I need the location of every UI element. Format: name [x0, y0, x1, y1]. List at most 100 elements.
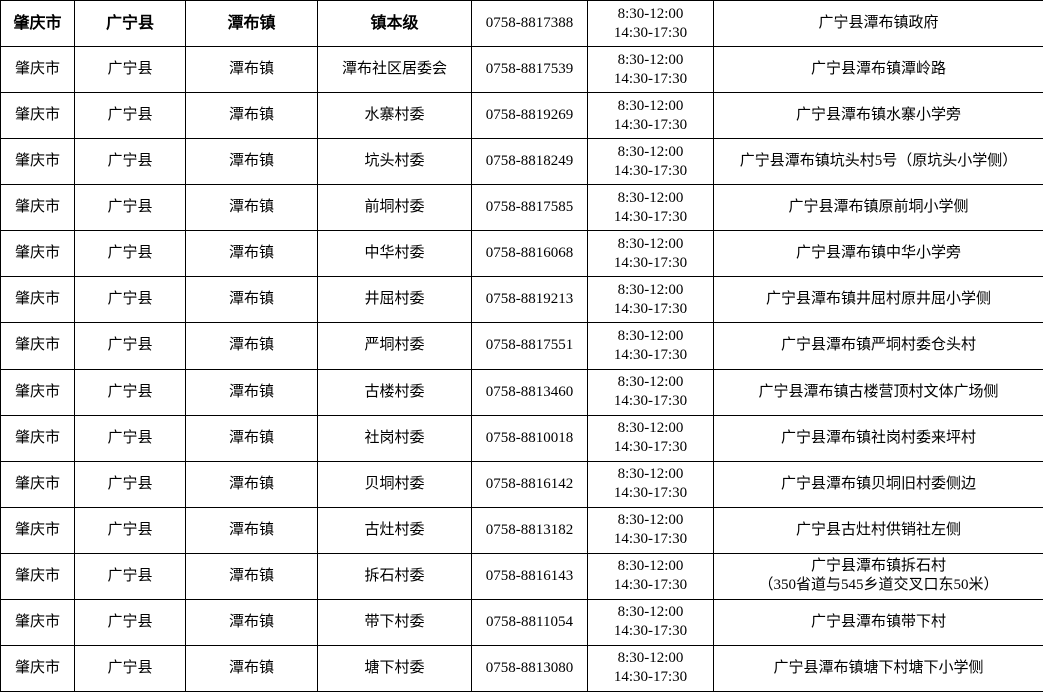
cell-city: 肇庆市: [0, 92, 75, 140]
cell-county: 广宁县: [74, 0, 186, 48]
table-row: 肇庆市 广宁县 潭布镇 塘下村委 0758-8813080 8:30-12:00…: [0, 644, 1043, 692]
cell-line: 潭布镇: [228, 475, 274, 492]
cell-site-name: 前垌村委: [317, 184, 472, 232]
cell-line: 广宁县古灶村供销社左侧: [795, 521, 961, 538]
cell-city: 肇庆市: [0, 506, 75, 554]
cell-line: 潭布镇: [228, 199, 274, 216]
cell-line: 8:30-12:00: [617, 235, 684, 252]
cell-line: 0758-8817551: [485, 337, 574, 354]
cell-line: 带下村委: [364, 613, 425, 630]
cell-service-hours: 8:30-12:00 14:30-17:30: [587, 0, 714, 48]
cell-city: 肇庆市: [0, 598, 75, 646]
cell-address: 广宁县潭布镇拆石村 （350省道与545乡道交叉口东50米）: [713, 552, 1043, 600]
table-row: 肇庆市 广宁县 潭布镇 水寨村委 0758-8819269 8:30-12:00…: [0, 92, 1043, 140]
cell-line: 广宁县潭布镇中华小学旁: [795, 245, 961, 262]
cell-line: 0758-8816068: [485, 245, 574, 262]
cell-line: 14:30-17:30: [613, 116, 688, 133]
cell-phone: 0758-8813460: [471, 368, 588, 416]
cell-line: 肇庆市: [14, 521, 60, 538]
cell-line: 潭布镇: [228, 429, 274, 446]
cell-town: 潭布镇: [185, 368, 318, 416]
cell-service-hours: 8:30-12:00 14:30-17:30: [587, 414, 714, 462]
cell-line: 塘下村委: [364, 659, 425, 676]
cell-line: 14:30-17:30: [613, 70, 688, 87]
cell-line: 14:30-17:30: [613, 485, 688, 502]
cell-line: 肇庆市: [14, 567, 60, 584]
cell-town: 潭布镇: [185, 276, 318, 324]
cell-town: 潭布镇: [185, 644, 318, 692]
cell-line: 广宁县潭布镇塘下村塘下小学侧: [773, 659, 984, 676]
cell-line: 广宁县: [107, 475, 153, 492]
cell-line: 广宁县潭布镇古楼营顶村文体广场侧: [758, 383, 999, 400]
cell-line: 广宁县潭布镇贝垌旧村委侧边: [780, 475, 976, 492]
cell-line: 古楼村委: [364, 383, 425, 400]
cell-line: 广宁县潭布镇严垌村委仓头村: [780, 337, 976, 354]
cell-line: 潭布镇: [228, 659, 274, 676]
cell-service-hours: 8:30-12:00 14:30-17:30: [587, 368, 714, 416]
cell-line: 广宁县: [107, 383, 153, 400]
cell-line: 8:30-12:00: [617, 650, 684, 667]
cell-line: 8:30-12:00: [617, 281, 684, 298]
cell-line: 广宁县: [107, 337, 153, 354]
cell-line: 广宁县: [107, 291, 153, 308]
cell-line: 前垌村委: [364, 199, 425, 216]
cell-line: 8:30-12:00: [617, 189, 684, 206]
cell-line: 潭布镇: [228, 521, 274, 538]
cell-service-hours: 8:30-12:00 14:30-17:30: [587, 644, 714, 692]
cell-service-hours: 8:30-12:00 14:30-17:30: [587, 598, 714, 646]
cell-phone: 0758-8816068: [471, 230, 588, 278]
cell-line: 8:30-12:00: [617, 420, 684, 437]
cell-line: 肇庆市: [14, 245, 60, 262]
cell-town: 潭布镇: [185, 506, 318, 554]
cell-line: 广宁县: [107, 567, 153, 584]
cell-city: 肇庆市: [0, 644, 75, 692]
cell-phone: 0758-8818249: [471, 138, 588, 186]
cell-address: 广宁县潭布镇政府: [713, 0, 1043, 48]
cell-town: 潭布镇: [185, 0, 318, 48]
cell-town: 潭布镇: [185, 322, 318, 370]
table-row: 肇庆市 广宁县 潭布镇 中华村委 0758-8816068 8:30-12:00…: [0, 230, 1043, 278]
cell-phone: 0758-8813080: [471, 644, 588, 692]
cell-line: 广宁县潭布镇水寨小学旁: [795, 107, 961, 124]
cell-line: 0758-8811054: [486, 613, 573, 630]
cell-service-hours: 8:30-12:00 14:30-17:30: [587, 184, 714, 232]
cell-city: 肇庆市: [0, 230, 75, 278]
cell-phone: 0758-8819269: [471, 92, 588, 140]
cell-line: 14:30-17:30: [613, 162, 688, 179]
cell-line: 肇庆市: [14, 475, 60, 492]
cell-town: 潭布镇: [185, 414, 318, 462]
cell-service-hours: 8:30-12:00 14:30-17:30: [587, 46, 714, 94]
cell-line: 8:30-12:00: [617, 466, 684, 483]
cell-address: 广宁县潭布镇井屈村原井屈小学侧: [713, 276, 1043, 324]
cell-line: 潭布镇: [228, 383, 274, 400]
cell-city: 肇庆市: [0, 138, 75, 186]
cell-line: 广宁县潭布镇带下村: [810, 613, 946, 630]
cell-line: 肇庆市: [14, 107, 60, 124]
cell-site-name: 井屈村委: [317, 276, 472, 324]
cell-county: 广宁县: [74, 138, 186, 186]
cell-county: 广宁县: [74, 552, 186, 600]
cell-site-name: 中华村委: [317, 230, 472, 278]
table-row: 肇庆市 广宁县 潭布镇 拆石村委 0758-8816143 8:30-12:00…: [0, 552, 1043, 600]
cell-line: 广宁县: [107, 659, 153, 676]
cell-line: 肇庆市: [14, 429, 60, 446]
cell-line: 14:30-17:30: [613, 208, 688, 225]
cell-line: 8:30-12:00: [617, 97, 684, 114]
cell-line: 广宁县潭布镇原前垌小学侧: [788, 199, 969, 216]
cell-line: 8:30-12:00: [617, 512, 684, 529]
cell-city: 肇庆市: [0, 552, 75, 600]
cell-line: 广宁县: [107, 245, 153, 262]
cell-phone: 0758-8817551: [471, 322, 588, 370]
table-row: 肇庆市 广宁县 潭布镇 社岗村委 0758-8810018 8:30-12:00…: [0, 414, 1043, 462]
cell-city: 肇庆市: [0, 322, 75, 370]
cell-line: 0758-8819269: [485, 107, 574, 124]
cell-line: 潭布镇: [228, 61, 274, 78]
cell-service-hours: 8:30-12:00 14:30-17:30: [587, 506, 714, 554]
cell-service-hours: 8:30-12:00 14:30-17:30: [587, 92, 714, 140]
cell-line: 14:30-17:30: [613, 531, 688, 548]
cell-line: 潭布镇: [228, 291, 274, 308]
cell-line: 广宁县潭布镇社岗村委来坪村: [780, 429, 976, 446]
cell-line: 肇庆市: [14, 383, 60, 400]
